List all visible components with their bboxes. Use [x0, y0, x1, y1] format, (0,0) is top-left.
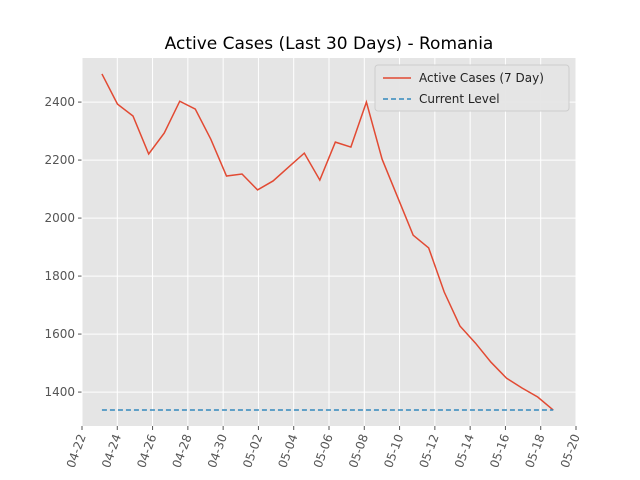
x-tick-label: 05-20 [558, 432, 583, 470]
x-tick-label: 05-04 [275, 432, 300, 470]
x-tick-label: 05-12 [417, 432, 442, 470]
y-tick-label: 2400 [44, 95, 75, 109]
legend-label: Active Cases (7 Day) [419, 71, 544, 85]
data-line [101, 73, 554, 411]
x-tick-label: 04-28 [170, 432, 195, 470]
x-tick-label: 05-10 [381, 432, 406, 470]
x-tick-label: 05-08 [346, 432, 371, 470]
y-tick-label: 1800 [44, 269, 75, 283]
x-tick-label: 05-06 [311, 432, 336, 470]
y-tick-label: 1600 [44, 327, 75, 341]
y-tick-label: 2000 [44, 211, 75, 225]
x-tick-label: 04-22 [64, 432, 89, 470]
y-tick-label: 1400 [44, 385, 75, 399]
x-tick-label: 05-16 [487, 432, 512, 470]
legend-label: Current Level [419, 92, 500, 106]
x-tick-label: 04-30 [205, 432, 230, 470]
y-tick-label: 2200 [44, 153, 75, 167]
x-tick-label: 05-02 [240, 432, 265, 470]
chart-title: Active Cases (Last 30 Days) - Romania [165, 34, 494, 54]
x-tick-label: 04-24 [99, 432, 124, 470]
x-tick-label: 05-14 [452, 432, 477, 470]
legend-box [374, 64, 570, 112]
legend: Active Cases (7 Day) Current Level [374, 64, 570, 112]
x-tick-label: 05-18 [522, 432, 547, 470]
x-tick-label: 04-26 [134, 432, 159, 470]
